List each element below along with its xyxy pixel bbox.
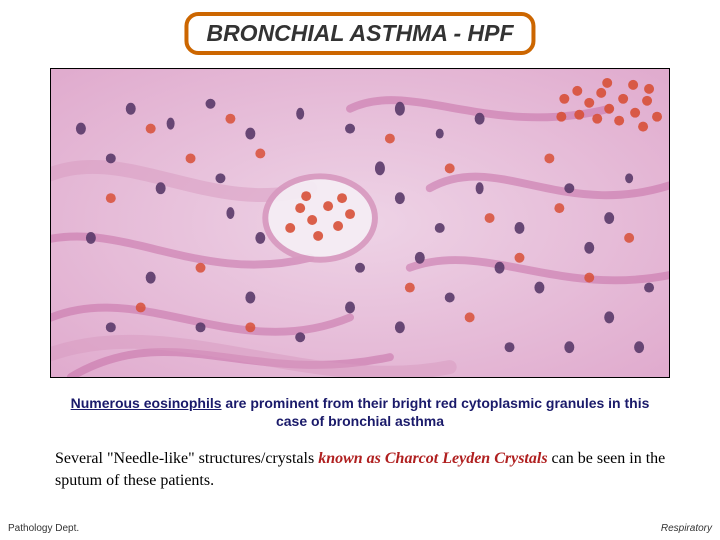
- slide-title-text: BRONCHIAL ASTHMA - HPF: [206, 20, 513, 46]
- description-plain1: Several "Needle-like" structures/crystal…: [55, 450, 318, 467]
- footer-left: Pathology Dept.: [8, 523, 79, 534]
- slide-title-box: BRONCHIAL ASTHMA - HPF: [184, 12, 535, 55]
- footer-right: Respiratory: [661, 523, 712, 534]
- histology-svg: [51, 69, 669, 377]
- slide-caption: Numerous eosinophils are prominent from …: [0, 394, 720, 430]
- description-accent: known as Charcot Leyden Crystals: [318, 450, 547, 467]
- caption-underlined: Numerous eosinophils: [71, 395, 222, 411]
- caption-rest: are prominent from their bright red cyto…: [222, 395, 650, 429]
- slide-description: Several "Needle-like" structures/crystal…: [55, 448, 675, 491]
- histology-micrograph: [50, 68, 670, 378]
